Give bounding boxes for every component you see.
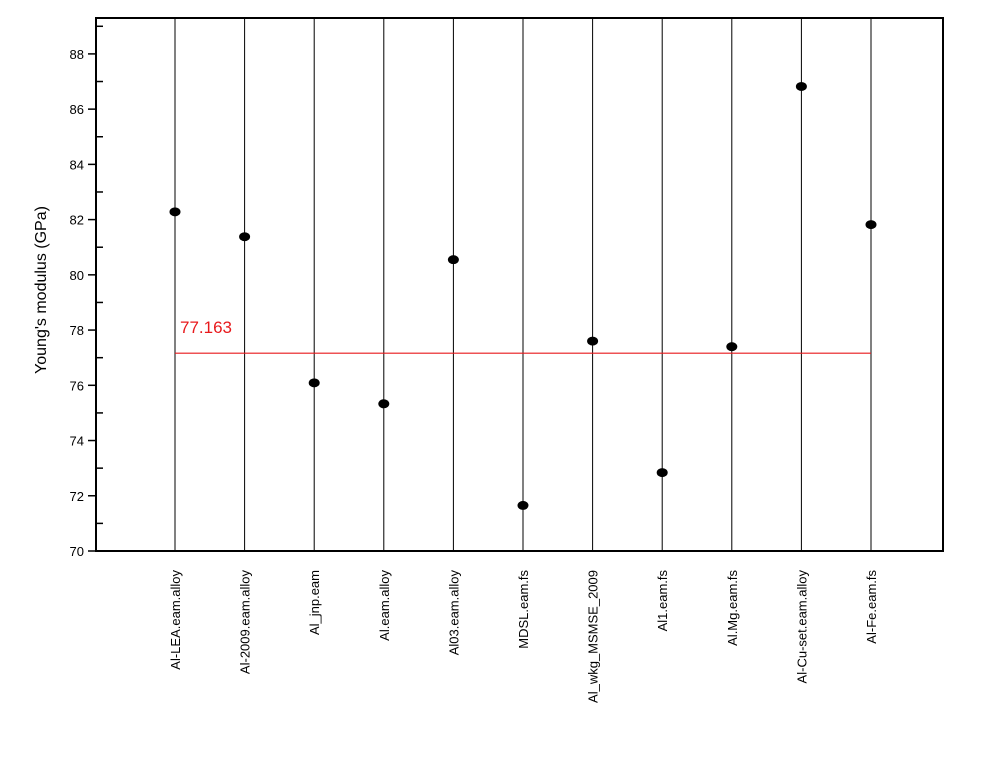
y-tick-label: 70 (70, 544, 84, 559)
point (726, 342, 738, 352)
point (169, 207, 181, 217)
y-tick-label: 88 (70, 47, 84, 62)
point (447, 255, 459, 265)
x-tick-label: Al_wkg_MSMSE_2009 (586, 570, 601, 703)
y-tick-label: 74 (70, 434, 84, 449)
y-tick-label: 76 (70, 378, 84, 393)
point (865, 220, 877, 230)
y-tick-label: 78 (70, 323, 84, 338)
x-tick-label: MDSL.eam.fs (516, 570, 531, 649)
x-tick-label: Al-LEA.eam.alloy (168, 570, 183, 670)
x-tick-label: Al-2009.eam.alloy (238, 570, 253, 675)
y-tick-label: 80 (70, 268, 84, 283)
x-tick-label: Al-Cu-set.eam.alloy (794, 570, 809, 684)
y-tick-label: 72 (70, 489, 84, 504)
point (308, 378, 320, 388)
mean-label: 77.163 (180, 318, 232, 337)
point (656, 468, 668, 478)
point (378, 399, 390, 409)
y-tick-label: 86 (70, 102, 84, 117)
x-tick-label: Al1.eam.fs (655, 570, 670, 632)
point (239, 232, 251, 242)
y-tick-label: 84 (70, 157, 84, 172)
x-tick-label: Al-Fe.eam.fs (864, 570, 879, 644)
y-axis-label: Young's modulus (GPa) (33, 206, 50, 374)
point (517, 500, 529, 510)
point (587, 336, 599, 346)
x-tick-label: Al.Mg.eam.fs (725, 570, 740, 646)
y-tick-label: 82 (70, 213, 84, 228)
x-tick-label: Al_jnp.eam (307, 570, 322, 635)
plot-frame (95, 17, 944, 552)
x-tick-label: Al03.eam.alloy (446, 570, 461, 656)
point (795, 81, 807, 91)
x-tick-label: Al.eam.alloy (377, 570, 392, 641)
